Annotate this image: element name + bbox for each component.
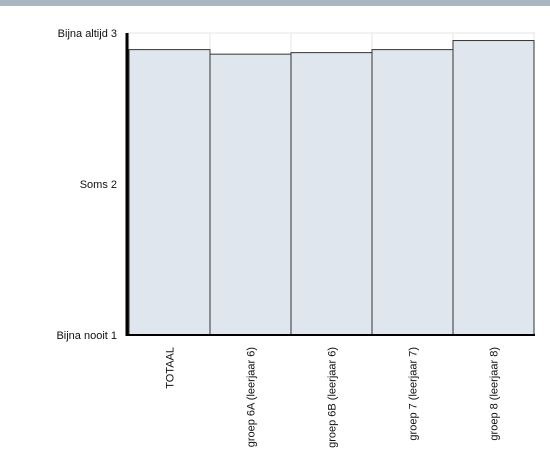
y-tick-label: Bijna nooit 1: [56, 330, 117, 342]
y-tick-label: Bijna altijd 3: [58, 28, 117, 40]
x-tick-label: groep 6A (leerjaar 6): [246, 347, 258, 447]
x-tick-label: groep 7 (leerjaar 7): [408, 347, 420, 441]
bar-3: [371, 49, 454, 336]
x-tick-label: groep 6B (leerjaar 6): [327, 347, 339, 448]
bar-4: [452, 40, 535, 336]
header-border: [0, 0, 550, 6]
bar-2: [290, 52, 373, 336]
y-tick-label: Soms 2: [80, 179, 117, 191]
x-tick-label: TOTAAL: [165, 347, 177, 389]
bar-1: [209, 53, 292, 336]
bar-0: [128, 49, 211, 336]
x-tick-label: groep 8 (leerjaar 8): [489, 347, 501, 441]
